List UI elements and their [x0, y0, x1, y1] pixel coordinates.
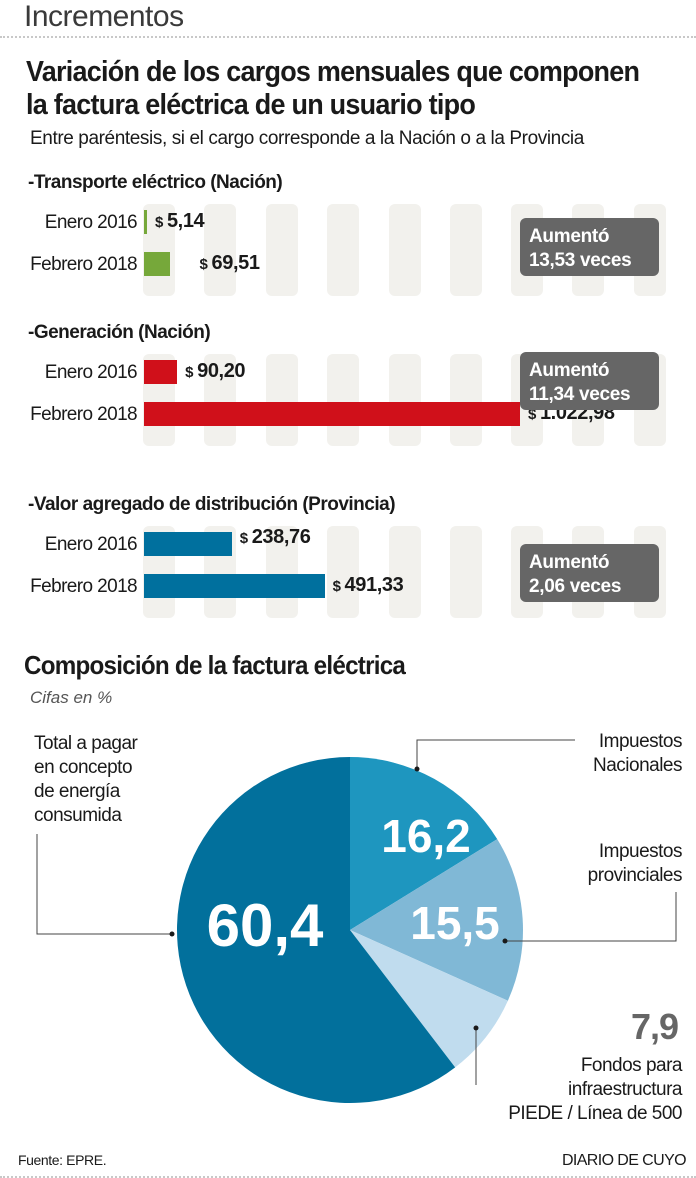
pie-title: Composición de la factura eléctrica: [24, 650, 406, 680]
chart-headline: Variación de los cargos mensuales que co…: [26, 56, 640, 122]
pie-subtitle: Cifas en %: [30, 688, 113, 707]
section-title: Incrementos: [24, 0, 184, 33]
leader-line: [36, 834, 172, 935]
callout-infrastructure: Fondos para infraestructura PIEDE / Líne…: [508, 1054, 682, 1126]
currency-symbol: $: [332, 578, 341, 595]
callout-national-line-2: Nacionales: [593, 755, 683, 776]
callout-infra-line-3: PIEDE / Línea de 500: [508, 1103, 682, 1124]
badge-line2: 2,06 veces: [529, 576, 622, 597]
value-text: 5,14: [166, 210, 205, 232]
callout-provincial-line-2: provinciales: [587, 865, 683, 886]
bar: [144, 532, 232, 556]
badge-line1: Aumentó: [529, 226, 610, 247]
group-title: -Valor agregado de distribución (Provinc…: [28, 494, 396, 515]
currency-symbol: $: [528, 406, 536, 423]
badge-line1: Aumentó: [529, 552, 610, 573]
leader-dot: [169, 931, 175, 937]
grid-column: [389, 204, 421, 296]
badge-line2: 13,53 veces: [529, 250, 632, 271]
chart-subtitle: Entre paréntesis, si el cargo correspond…: [30, 128, 584, 149]
value-text: 90,20: [197, 360, 246, 382]
badge-line2: 11,34 veces: [529, 384, 631, 405]
grid-column: [389, 526, 421, 618]
leader-dot: [473, 1025, 479, 1031]
currency-symbol: $: [239, 530, 248, 547]
row-label: Enero 2016: [44, 534, 138, 555]
slice-value-label: 15,5: [410, 897, 500, 949]
leader-line: [416, 739, 575, 769]
row-label: Enero 2016: [44, 362, 138, 383]
callout-energy-line-2: en concepto: [34, 757, 133, 778]
grid-column: [204, 354, 236, 446]
row-label: Febrero 2018: [30, 404, 137, 425]
value-text: 238,76: [251, 526, 311, 548]
leader-dot: [414, 766, 420, 772]
leader-line: [505, 892, 677, 942]
pie-slice: [350, 757, 498, 930]
bar: [144, 402, 520, 426]
grid-column: [327, 526, 359, 618]
grid-column: [204, 204, 236, 296]
pie-slice: [350, 930, 508, 1068]
grid-column: [450, 204, 482, 296]
bar-value-label: $5,14: [155, 210, 205, 233]
badge-line1: Aumentó: [529, 360, 610, 381]
headline-line-2: la factura eléctrica de un usuario tipo: [26, 89, 476, 121]
slice-value-label: 60,4: [207, 892, 324, 959]
callout-national-line-1: Impuestos: [598, 731, 683, 752]
source-note: Fuente: EPRE.: [18, 1152, 107, 1168]
increase-badge: Aumentó 11,34 veces: [520, 352, 659, 410]
grid-column: [450, 526, 482, 618]
publisher-credit: DIARIO DE CUYO: [561, 1152, 687, 1169]
callout-energy-line-3: de energía: [34, 781, 120, 802]
pie-slice: [350, 839, 523, 1001]
bar: [144, 574, 325, 598]
currency-symbol: $: [185, 364, 194, 381]
callout-energy: Total a pagar en concepto de energía con…: [34, 732, 138, 828]
currency-symbol: $: [155, 214, 163, 231]
callout-energy-line-1: Total a pagar: [34, 733, 138, 754]
increase-badge: Aumentó 13,53 veces: [520, 218, 659, 276]
grid-column: [266, 526, 298, 618]
grid-column: [266, 354, 298, 446]
value-text: 69,51: [211, 252, 260, 274]
leader-dot: [502, 938, 508, 944]
pie-slice: [177, 757, 456, 1103]
grid-column: [327, 204, 359, 296]
callout-energy-line-4: consumida: [34, 805, 122, 826]
grid-column: [450, 354, 482, 446]
row-label: Enero 2016: [44, 212, 138, 233]
slice-value-label: 16,2: [381, 810, 471, 862]
callout-national-taxes: Impuestos Nacionales: [593, 730, 683, 778]
callout-infra-line-2: infraestructura: [568, 1079, 682, 1100]
callout-infra-line-1: Fondos para: [580, 1055, 683, 1076]
grid-column: [266, 204, 298, 296]
bar: [144, 252, 170, 276]
bar-value-label: $90,20: [185, 360, 245, 383]
bottom-divider: [0, 1176, 696, 1178]
bar-value-label: $69,51: [200, 252, 260, 275]
bar-value-label: $238,76: [240, 526, 311, 549]
row-label: Febrero 2018: [30, 254, 137, 275]
currency-symbol: $: [199, 256, 208, 273]
bar: [144, 360, 178, 384]
bar: [144, 210, 147, 234]
row-label: Febrero 2018: [30, 576, 137, 597]
value-text: 491,33: [344, 574, 404, 596]
bar-value-label: $491,33: [333, 574, 404, 597]
headline-line-1: Variación de los cargos mensuales que co…: [26, 56, 640, 88]
top-divider: [0, 36, 696, 38]
callout-provincial-taxes: Impuestos provinciales: [587, 840, 683, 888]
grid-column: [327, 354, 359, 446]
increase-badge: Aumentó 2,06 veces: [520, 544, 659, 602]
slice-value-infra-outside: 7,9: [630, 1006, 679, 1047]
group-title: -Generación (Nación): [28, 322, 211, 343]
grid-column: [389, 354, 421, 446]
group-title: -Transporte eléctrico (Nación): [28, 172, 283, 193]
grid-column: [143, 204, 175, 296]
callout-provincial-line-1: Impuestos: [598, 841, 683, 862]
